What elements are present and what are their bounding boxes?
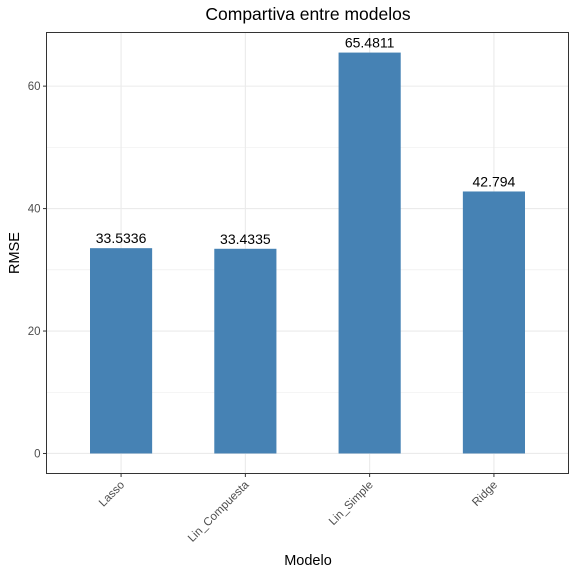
y-tick-label: 0 <box>34 448 40 460</box>
y-axis-title: RMSE <box>7 232 23 274</box>
panel-border <box>46 32 569 474</box>
data-label: 33.4335 <box>220 231 271 247</box>
x-tick-label: Ridge <box>470 479 500 509</box>
bar-lin-compuesta <box>214 248 277 454</box>
y-tick-label: 60 <box>28 81 41 93</box>
bar-lasso <box>90 248 153 454</box>
bars <box>90 52 525 454</box>
data-label: 42.794 <box>473 173 516 189</box>
x-tick-label: Lasso <box>97 479 127 509</box>
x-tick-label: Lin_Simple <box>327 479 376 528</box>
x-axis: Lasso Lin_Compuesta Lin_Simple Ridge <box>97 473 500 545</box>
data-label: 65.4811 <box>345 35 395 51</box>
y-tick-label: 20 <box>28 326 41 338</box>
data-labels: 33.5336 33.4335 65.4811 42.794 <box>96 35 516 247</box>
y-axis: 0 20 40 60 <box>28 81 47 460</box>
chart-title: Compartiva entre modelos <box>205 4 410 24</box>
bar-ridge <box>462 191 525 454</box>
bar-lin-simple <box>338 52 401 454</box>
data-label: 33.5336 <box>96 230 147 246</box>
y-tick-label: 40 <box>28 204 41 216</box>
x-tick-label: Lin_Compuesta <box>186 479 252 545</box>
x-axis-title: Modelo <box>284 553 332 569</box>
